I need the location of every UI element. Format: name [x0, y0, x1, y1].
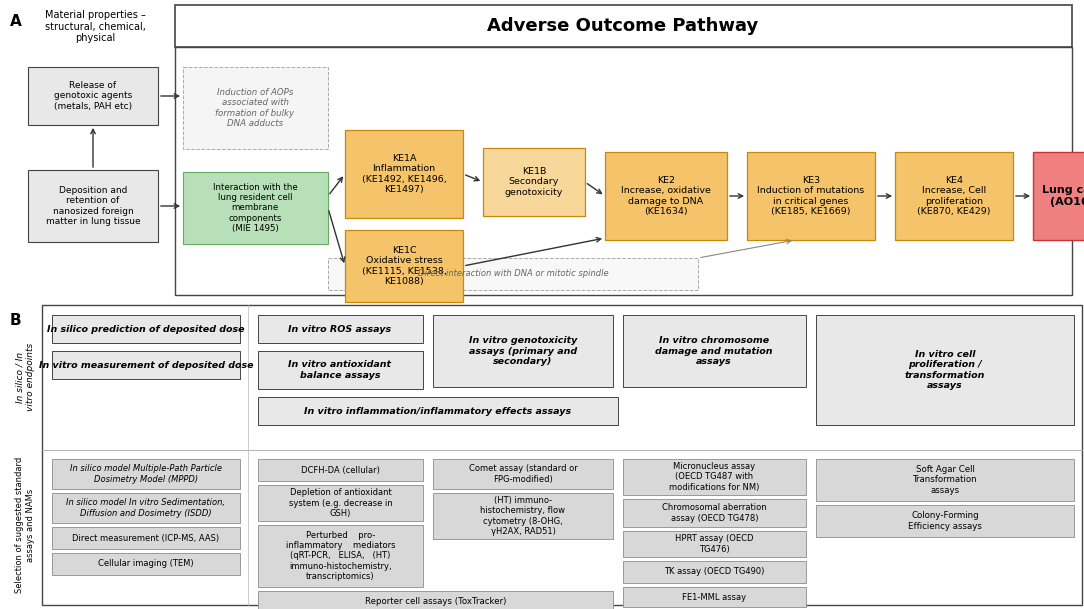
Text: In vitro antioxidant
balance assays: In vitro antioxidant balance assays — [288, 361, 391, 379]
Text: Induction of AOPs
associated with
formation of bulky
DNA adducts: Induction of AOPs associated with format… — [216, 88, 295, 128]
Text: In silico model Multiple-Path Particle
Dosimetry Model (MPPD): In silico model Multiple-Path Particle D… — [70, 464, 222, 484]
Text: In silico prediction of deposited dose: In silico prediction of deposited dose — [48, 325, 245, 334]
FancyBboxPatch shape — [623, 561, 806, 583]
Text: Chromosomal aberration
assay (OECD TG478): Chromosomal aberration assay (OECD TG478… — [662, 503, 766, 523]
FancyBboxPatch shape — [258, 315, 423, 343]
FancyBboxPatch shape — [605, 152, 727, 240]
Text: Selection of suggested standard
assays and NAMs: Selection of suggested standard assays a… — [15, 457, 35, 593]
Text: In vitro measurement of deposited dose: In vitro measurement of deposited dose — [39, 361, 254, 370]
FancyBboxPatch shape — [258, 397, 618, 425]
Text: In silico model In vitro Sedimentation,
Diffusion and Dosimetry (ISDD): In silico model In vitro Sedimentation, … — [66, 498, 225, 518]
FancyBboxPatch shape — [52, 315, 240, 343]
FancyBboxPatch shape — [52, 493, 240, 523]
FancyBboxPatch shape — [623, 315, 806, 387]
FancyBboxPatch shape — [816, 459, 1074, 501]
FancyBboxPatch shape — [52, 459, 240, 489]
Text: DCFH-DA (cellular): DCFH-DA (cellular) — [301, 465, 379, 474]
FancyBboxPatch shape — [183, 67, 328, 149]
FancyBboxPatch shape — [258, 485, 423, 521]
Text: KE3
Induction of mutations
in critical genes
(KE185, KE1669): KE3 Induction of mutations in critical g… — [758, 176, 865, 216]
Text: Soft Agar Cell
Transformation
assays: Soft Agar Cell Transformation assays — [913, 465, 978, 495]
Text: KE1A
Inflammation
(KE1492, KE1496,
KE1497): KE1A Inflammation (KE1492, KE1496, KE149… — [362, 154, 447, 194]
Text: Adverse Outcome Pathway: Adverse Outcome Pathway — [488, 17, 759, 35]
FancyBboxPatch shape — [183, 172, 328, 244]
Text: Direct interaction with DNA or mitotic spindle: Direct interaction with DNA or mitotic s… — [417, 270, 608, 278]
FancyBboxPatch shape — [433, 459, 612, 489]
FancyBboxPatch shape — [623, 531, 806, 557]
Text: Comet assay (standard or
FPG-modified): Comet assay (standard or FPG-modified) — [468, 464, 578, 484]
FancyBboxPatch shape — [52, 351, 240, 379]
Text: Colony-Forming
Efficiency assays: Colony-Forming Efficiency assays — [908, 512, 982, 530]
FancyBboxPatch shape — [258, 591, 612, 609]
FancyBboxPatch shape — [258, 351, 423, 389]
FancyBboxPatch shape — [483, 148, 585, 216]
FancyBboxPatch shape — [623, 499, 806, 527]
Text: Reporter cell assays (ToxTracker): Reporter cell assays (ToxTracker) — [365, 597, 506, 607]
Text: Micronucleus assay
(OECD TG487 with
modifications for NM): Micronucleus assay (OECD TG487 with modi… — [669, 462, 760, 492]
Text: In vitro chromosome
damage and mutation
assays: In vitro chromosome damage and mutation … — [655, 336, 773, 366]
Text: (HT) immuno-
histochemistry, flow
cytometry (8-OHG,
γH2AX, RAD51): (HT) immuno- histochemistry, flow cytome… — [480, 496, 566, 536]
Text: In silico / In
vitro endpoints: In silico / In vitro endpoints — [15, 343, 35, 411]
Text: Depletion of antioxidant
system (e.g. decrease in
GSH): Depletion of antioxidant system (e.g. de… — [288, 488, 392, 518]
Text: In vitro ROS assays: In vitro ROS assays — [288, 325, 391, 334]
Text: KE1B
Secondary
genotoxicity: KE1B Secondary genotoxicity — [505, 167, 564, 197]
FancyBboxPatch shape — [433, 493, 612, 539]
FancyBboxPatch shape — [345, 130, 463, 218]
FancyBboxPatch shape — [328, 258, 698, 290]
FancyBboxPatch shape — [895, 152, 1014, 240]
Text: TK assay (OECD TG490): TK assay (OECD TG490) — [664, 568, 764, 577]
Text: In vitro cell
proliferation /
transformation
assays: In vitro cell proliferation / transforma… — [905, 350, 985, 390]
FancyBboxPatch shape — [1033, 152, 1084, 240]
Text: HPRT assay (OECD
TG476): HPRT assay (OECD TG476) — [675, 534, 753, 554]
FancyBboxPatch shape — [258, 459, 423, 481]
FancyBboxPatch shape — [28, 67, 158, 125]
Text: FE1-MML assay: FE1-MML assay — [683, 593, 747, 602]
Text: Lung cancer
(AO1670): Lung cancer (AO1670) — [1042, 185, 1084, 207]
Text: Interaction with the
lung resident cell
membrane
components
(MIE 1495): Interaction with the lung resident cell … — [212, 183, 297, 233]
FancyBboxPatch shape — [258, 525, 423, 587]
Text: B: B — [10, 313, 22, 328]
Text: KE1C
Oxidative stress
(KE1115, KE1538,
KE1088): KE1C Oxidative stress (KE1115, KE1538, K… — [362, 246, 447, 286]
Text: KE2
Increase, oxidative
damage to DNA
(KE1634): KE2 Increase, oxidative damage to DNA (K… — [621, 176, 711, 216]
FancyBboxPatch shape — [52, 527, 240, 549]
FancyBboxPatch shape — [28, 170, 158, 242]
FancyBboxPatch shape — [623, 587, 806, 607]
Text: Direct measurement (ICP-MS, AAS): Direct measurement (ICP-MS, AAS) — [73, 533, 220, 543]
Text: Release of
genotoxic agents
(metals, PAH etc): Release of genotoxic agents (metals, PAH… — [54, 81, 132, 111]
FancyBboxPatch shape — [345, 230, 463, 302]
Text: Perturbed    pro-
inflammatory    mediators
(qRT-PCR,   ELISA,   (HT)
immuno-his: Perturbed pro- inflammatory mediators (q… — [286, 530, 396, 582]
FancyBboxPatch shape — [816, 505, 1074, 537]
Text: In vitro genotoxicity
assays (primary and
secondary): In vitro genotoxicity assays (primary an… — [468, 336, 577, 366]
FancyBboxPatch shape — [42, 305, 1082, 605]
FancyBboxPatch shape — [747, 152, 875, 240]
Text: KE4
Increase, Cell
proliferation
(KE870, KE429): KE4 Increase, Cell proliferation (KE870,… — [917, 176, 991, 216]
FancyBboxPatch shape — [816, 315, 1074, 425]
FancyBboxPatch shape — [175, 47, 1072, 295]
Text: Cellular imaging (TEM): Cellular imaging (TEM) — [99, 560, 194, 568]
FancyBboxPatch shape — [623, 459, 806, 495]
FancyBboxPatch shape — [52, 553, 240, 575]
Text: A: A — [10, 14, 22, 29]
Text: Material properties –
structural, chemical,
physical: Material properties – structural, chemic… — [44, 10, 145, 43]
FancyBboxPatch shape — [175, 5, 1072, 47]
Text: Deposition and
retention of
nanosized foreign
matter in lung tissue: Deposition and retention of nanosized fo… — [46, 186, 140, 226]
FancyBboxPatch shape — [433, 315, 612, 387]
Text: In vitro inflammation/inflammatory effects assays: In vitro inflammation/inflammatory effec… — [305, 406, 571, 415]
